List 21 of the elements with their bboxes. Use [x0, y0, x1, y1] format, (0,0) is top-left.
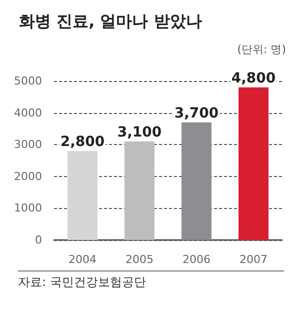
y-tick-label: 5000: [14, 74, 42, 88]
data-label: 4,800: [231, 70, 276, 86]
x-tick-label: 2006: [182, 253, 210, 266]
bar: [124, 141, 154, 240]
y-tick-label: 4000: [14, 106, 42, 120]
bar: [182, 122, 212, 240]
chart-title: 화병 진료, 얼마나 받았나: [19, 12, 202, 30]
y-axis-title: (단위: 명): [237, 43, 286, 56]
x-tick-label: 2007: [240, 253, 268, 266]
data-label: 2,800: [60, 134, 105, 150]
y-tick-label: 2000: [14, 170, 42, 183]
y-tick-label: 3000: [14, 138, 42, 152]
text: 자료: 국민건강보험공단: [18, 275, 146, 289]
x-tick-label: 2005: [126, 253, 154, 266]
data-label: 3,700: [174, 105, 219, 122]
y-tick-label: 1000: [14, 202, 42, 215]
data-label: 3,100: [117, 124, 162, 140]
bar: [68, 150, 98, 240]
bar: [238, 87, 268, 240]
y-tick-label: 0: [35, 234, 42, 246]
x-tick-label: 2004: [68, 253, 96, 266]
